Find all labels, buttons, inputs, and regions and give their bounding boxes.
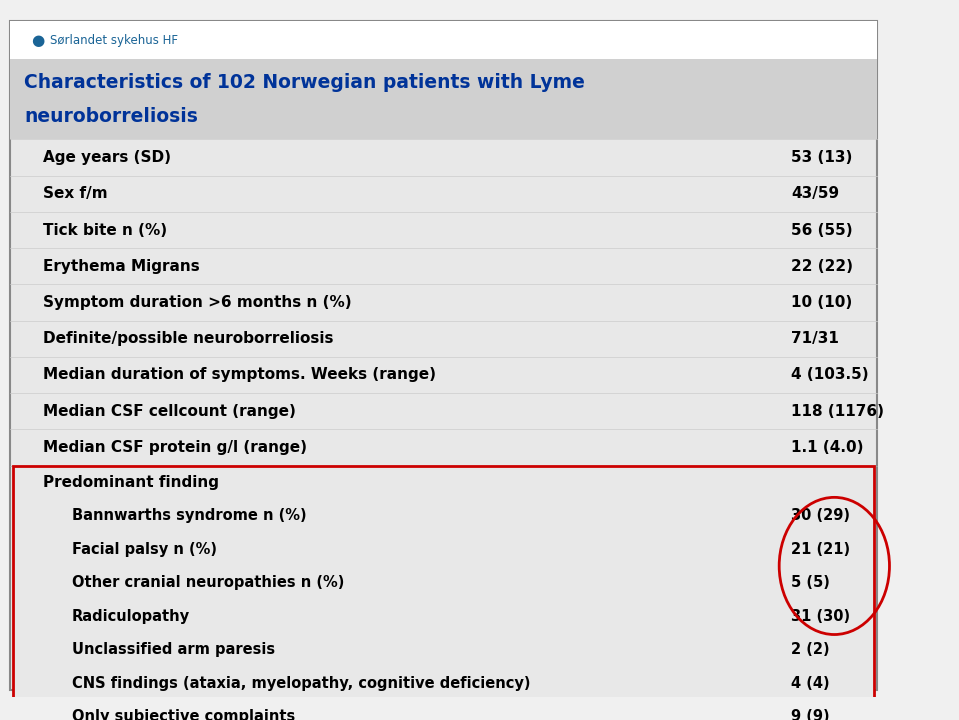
Text: Median CSF protein g/l (range): Median CSF protein g/l (range) <box>43 440 307 455</box>
Text: Definite/possible neuroborreliosis: Definite/possible neuroborreliosis <box>43 331 334 346</box>
Text: Radiculopathy: Radiculopathy <box>72 608 190 624</box>
Text: 1.1 (4.0): 1.1 (4.0) <box>791 440 864 455</box>
Text: Median CSF cellcount (range): Median CSF cellcount (range) <box>43 404 296 419</box>
Text: Median duration of symptoms. Weeks (range): Median duration of symptoms. Weeks (rang… <box>43 367 436 382</box>
Text: 56 (55): 56 (55) <box>791 222 853 238</box>
Text: Bannwarths syndrome n (%): Bannwarths syndrome n (%) <box>72 508 307 523</box>
Text: 4 (103.5): 4 (103.5) <box>791 367 869 382</box>
Text: Age years (SD): Age years (SD) <box>43 150 171 165</box>
FancyBboxPatch shape <box>10 21 877 690</box>
Text: neuroborreliosis: neuroborreliosis <box>24 107 198 126</box>
Text: Tick bite n (%): Tick bite n (%) <box>43 222 167 238</box>
Text: 2 (2): 2 (2) <box>791 642 830 657</box>
Text: Facial palsy n (%): Facial palsy n (%) <box>72 541 217 557</box>
Text: 43/59: 43/59 <box>791 186 839 202</box>
Text: 5 (5): 5 (5) <box>791 575 830 590</box>
Text: 71/31: 71/31 <box>791 331 839 346</box>
Text: Sørlandet sykehus HF: Sørlandet sykehus HF <box>50 34 177 47</box>
FancyBboxPatch shape <box>13 466 874 720</box>
Text: 4 (4): 4 (4) <box>791 675 830 690</box>
Text: Sex f/m: Sex f/m <box>43 186 107 202</box>
Text: Unclassified arm paresis: Unclassified arm paresis <box>72 642 275 657</box>
Text: 30 (29): 30 (29) <box>791 508 851 523</box>
Text: Other cranial neuropathies n (%): Other cranial neuropathies n (%) <box>72 575 344 590</box>
Text: 10 (10): 10 (10) <box>791 295 853 310</box>
Text: Characteristics of 102 Norwegian patients with Lyme: Characteristics of 102 Norwegian patient… <box>24 73 585 91</box>
Text: 118 (1176): 118 (1176) <box>791 404 884 419</box>
Text: Predominant finding: Predominant finding <box>43 474 220 490</box>
Text: 53 (13): 53 (13) <box>791 150 853 165</box>
Text: Symptom duration >6 months n (%): Symptom duration >6 months n (%) <box>43 295 352 310</box>
FancyBboxPatch shape <box>10 59 877 140</box>
Text: CNS findings (ataxia, myelopathy, cognitive deficiency): CNS findings (ataxia, myelopathy, cognit… <box>72 675 530 690</box>
FancyBboxPatch shape <box>10 21 877 59</box>
Text: 9 (9): 9 (9) <box>791 709 830 720</box>
Text: Only subjective complaints: Only subjective complaints <box>72 709 295 720</box>
Text: 22 (22): 22 (22) <box>791 258 854 274</box>
Text: Erythema Migrans: Erythema Migrans <box>43 258 199 274</box>
Text: ●: ● <box>31 32 44 48</box>
Text: 21 (21): 21 (21) <box>791 541 851 557</box>
Text: 31 (30): 31 (30) <box>791 608 851 624</box>
